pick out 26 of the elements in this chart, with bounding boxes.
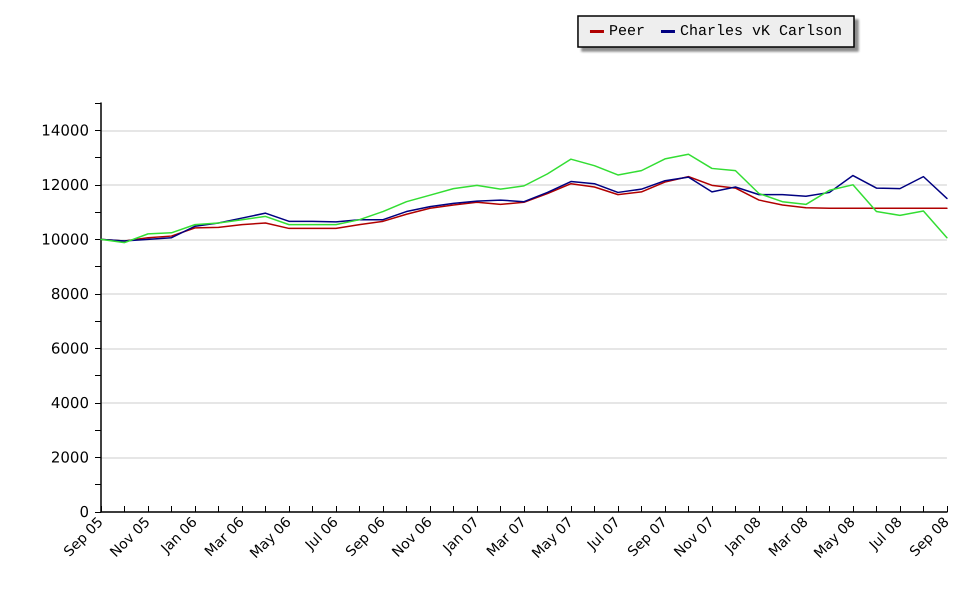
x-tick-label: Nov 06 <box>389 514 436 561</box>
y-tick-label: 0 <box>79 503 89 521</box>
y-tick-label: 14000 <box>41 121 89 140</box>
x-tick-label: Jul 07 <box>584 514 624 554</box>
legend-label: Charles vK Carlson <box>680 23 842 40</box>
y-tick-label: 8000 <box>50 284 89 303</box>
line-series <box>100 154 948 244</box>
x-tick-label: Mar 08 <box>766 514 812 560</box>
y-tick-label: 6000 <box>50 339 89 358</box>
y-tick-label: 2000 <box>50 448 89 466</box>
x-tick-label: Nov 07 <box>671 514 718 561</box>
x-tick-label: Sep 06 <box>342 514 389 560</box>
x-tick-label: Nov 05 <box>107 514 154 561</box>
x-tick-label: Sep 08 <box>906 514 953 560</box>
x-tick-label: Jan 07 <box>440 514 483 558</box>
x-tick-label: Sep 07 <box>624 514 671 560</box>
x-tick-label: Mar 07 <box>484 514 530 560</box>
x-tick-label: Mar 06 <box>202 514 248 560</box>
x-tick-label: Jan 08 <box>722 514 765 558</box>
x-tick-label: Jul 06 <box>302 514 342 554</box>
x-tick-label: Jul 08 <box>866 514 906 554</box>
y-tick-label: 10000 <box>41 230 89 248</box>
y-tick-label: 4000 <box>50 394 89 412</box>
y-tick-label: 12000 <box>41 176 89 194</box>
legend-label: Peer <box>608 23 645 40</box>
x-tick-label: Jan 06 <box>158 514 201 558</box>
